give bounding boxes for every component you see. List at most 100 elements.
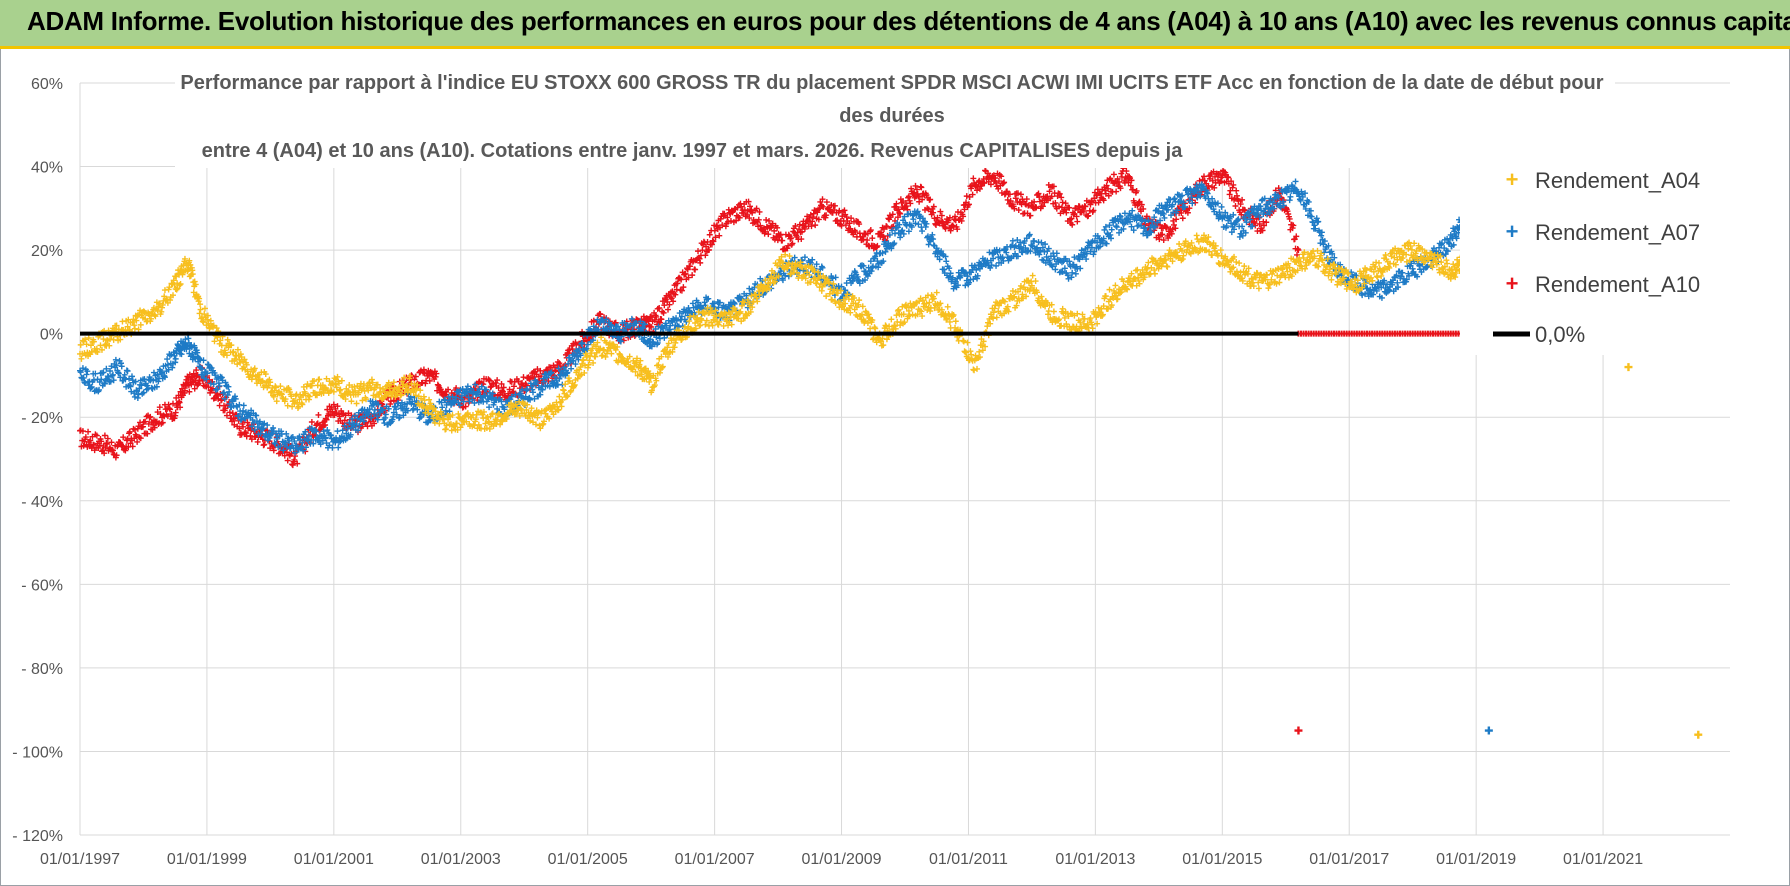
- data-point: [706, 231, 713, 238]
- data-point: [167, 406, 174, 413]
- data-point: [168, 411, 175, 418]
- data-point: [965, 201, 972, 208]
- data-point: [819, 196, 826, 203]
- data-point: [733, 217, 740, 224]
- data-point: [233, 402, 240, 409]
- data-point: [294, 460, 301, 467]
- data-point: [867, 325, 874, 332]
- data-point: [1076, 203, 1083, 210]
- data-point: [1007, 197, 1014, 204]
- data-point: [308, 419, 315, 426]
- data-point: [335, 444, 342, 451]
- data-point: [336, 413, 343, 420]
- data-point: [982, 167, 989, 174]
- data-point: [933, 289, 940, 296]
- data-point: [882, 237, 889, 244]
- data-point: [288, 450, 295, 457]
- data-point: [919, 196, 926, 203]
- data-point: [495, 384, 502, 391]
- data-point: [796, 221, 803, 228]
- data-point: [1113, 188, 1120, 195]
- data-point: [774, 224, 781, 231]
- data-point: [322, 422, 329, 429]
- data-point: [812, 222, 819, 229]
- data-point: [969, 191, 976, 198]
- data-point: [93, 432, 100, 439]
- data-point: [499, 387, 506, 394]
- data-point: [330, 401, 337, 408]
- data-point: [832, 274, 839, 281]
- data-point: [498, 380, 505, 387]
- data-point: [788, 241, 795, 248]
- data-point: [186, 388, 193, 395]
- data-point: [240, 423, 247, 430]
- data-point: [323, 416, 330, 423]
- data-point: [993, 262, 1000, 269]
- data-point: [958, 217, 965, 224]
- data-point: [169, 400, 176, 407]
- data-point: [289, 462, 296, 469]
- data-point: [947, 227, 954, 234]
- data-point: [725, 218, 732, 225]
- data-point: [567, 388, 574, 395]
- data-point: [911, 189, 918, 196]
- data-point: [101, 432, 108, 439]
- data-point: [842, 222, 849, 229]
- data-point: [519, 383, 526, 390]
- data-point: [661, 302, 668, 309]
- data-point: [741, 206, 748, 213]
- data-point: [122, 447, 129, 454]
- data-point: [1074, 218, 1081, 225]
- data-point: [142, 418, 149, 425]
- data-point: [660, 309, 667, 316]
- data-point: [159, 419, 166, 426]
- data-point: [177, 404, 184, 411]
- data-point: [930, 242, 937, 249]
- data-point: [487, 384, 494, 391]
- data-point: [1085, 212, 1092, 219]
- data-point: [712, 234, 719, 241]
- data-point: [240, 407, 247, 414]
- data-point: [214, 391, 221, 398]
- data-point: [938, 212, 945, 219]
- data-point: [1031, 198, 1038, 205]
- data-point: [756, 208, 763, 215]
- data-point: [867, 227, 874, 234]
- data-point: [1090, 207, 1097, 214]
- data-point: [432, 373, 439, 380]
- data-point: [519, 380, 526, 387]
- data-point: [1097, 190, 1104, 197]
- data-point: [109, 447, 116, 454]
- data-point: [648, 324, 655, 331]
- data-point: [1056, 190, 1063, 197]
- data-point: [846, 220, 853, 227]
- data-point: [453, 385, 460, 392]
- data-point: [788, 235, 795, 242]
- data-point: [653, 313, 660, 320]
- data-point: [419, 379, 426, 386]
- data-point: [156, 404, 163, 411]
- data-point: [387, 401, 394, 408]
- data-point: [888, 316, 895, 323]
- data-point: [133, 433, 140, 440]
- data-point: [682, 270, 689, 277]
- data-point: [946, 214, 953, 221]
- data-point: [765, 231, 772, 238]
- data-point: [82, 434, 89, 441]
- data-point: [244, 419, 251, 426]
- data-point: [1091, 195, 1098, 202]
- data-point: [703, 243, 710, 250]
- data-point: [872, 325, 879, 332]
- data-point: [1171, 195, 1178, 202]
- data-point: [823, 212, 830, 219]
- data-point: [556, 360, 563, 367]
- data-point: [841, 207, 848, 214]
- data-point: [165, 401, 172, 408]
- data-point: [699, 247, 706, 254]
- data-point: [709, 237, 716, 244]
- data-point: [334, 428, 341, 435]
- data-point: [261, 441, 268, 448]
- data-point: [1053, 250, 1060, 257]
- data-point: [661, 334, 668, 341]
- data-point: [291, 456, 298, 463]
